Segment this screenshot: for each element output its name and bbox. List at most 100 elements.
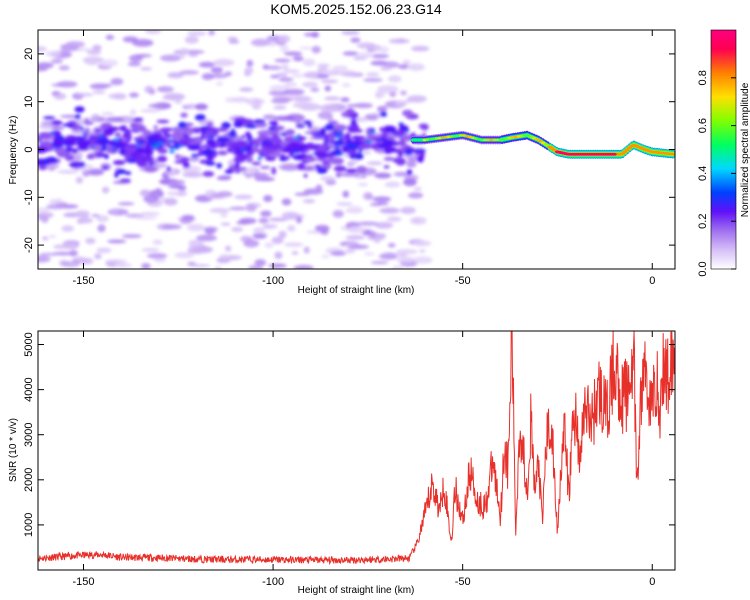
- spectrogram-blob: [146, 253, 168, 259]
- spectrogram-blob: [270, 74, 280, 79]
- spectrogram-blob: [143, 195, 159, 204]
- spectrogram-y-label: Frequency (Hz): [8, 116, 19, 185]
- spectrogram-blob: [234, 140, 248, 149]
- colorbar-ticks: 0.0 0.2 0.4 0.6 0.8: [697, 70, 736, 277]
- spectrogram-blob: [189, 264, 211, 268]
- spectrogram-blob: [285, 129, 296, 136]
- spectrogram-texture: [38, 30, 433, 269]
- spectrogram-blob: [350, 37, 361, 43]
- spectrogram-blob: [174, 252, 195, 259]
- spectrogram-blob: [316, 63, 330, 68]
- spectrogram-blob: [270, 98, 290, 104]
- spectrogram-blob: [95, 153, 107, 157]
- colorbar-tick-label: 0.4: [697, 166, 709, 181]
- spectrogram-blob: [403, 178, 417, 187]
- spectrogram-blob: [88, 144, 103, 151]
- spectrogram-blob: [74, 114, 81, 120]
- spectrogram-blob: [130, 151, 139, 159]
- spectrogram-blob: [271, 121, 278, 127]
- spectrogram-blob: [279, 157, 288, 162]
- spectrogram-blob: [379, 66, 392, 71]
- spectrogram-blob: [287, 224, 296, 232]
- spectrogram-blob: [141, 248, 160, 252]
- spectrogram-blob: [113, 137, 119, 141]
- spectrogram-blob: [311, 31, 320, 38]
- spectrogram-blob: [315, 184, 323, 191]
- spectrogram-blob: [144, 30, 162, 35]
- spectrogram-blob: [56, 134, 64, 141]
- spectrogram-ridge-cell: [624, 148, 630, 152]
- spectrogram-blob: [255, 122, 268, 128]
- spectrogram-blob: [320, 176, 336, 181]
- spectrogram-blob: [284, 69, 300, 73]
- spectrogram-blob: [96, 215, 109, 223]
- spectrogram-blob: [227, 36, 238, 41]
- spectrogram-blob: [388, 38, 410, 44]
- spectrogram-blob: [245, 97, 265, 106]
- spectrogram-blob: [114, 141, 122, 149]
- spectrogram-blob: [378, 253, 398, 260]
- spectrogram-blob: [405, 128, 410, 132]
- spectrogram-blob: [101, 112, 115, 116]
- spectrogram-blob: [317, 145, 327, 152]
- spectrogram-blob: [57, 169, 80, 174]
- spectrogram-blob: [156, 119, 170, 124]
- spectrogram-blob: [278, 230, 287, 239]
- spectrogram-blob: [265, 65, 282, 71]
- spectrogram-blob: [134, 140, 146, 144]
- spectrogram-blob: [399, 90, 407, 96]
- spectrogram-blob: [398, 150, 403, 158]
- spectrogram-blob: [190, 153, 199, 158]
- spectrogram-blob: [210, 73, 228, 79]
- spectrogram-blob: [105, 259, 127, 264]
- spectrogram-blob: [383, 165, 390, 169]
- spectrogram-blob: [244, 124, 258, 129]
- spectrogram-blob: [64, 154, 75, 162]
- spectrogram-blob: [341, 30, 360, 35]
- spectrogram-blob: [297, 163, 305, 170]
- spectrogram-blob: [382, 125, 397, 134]
- spectrogram-blob: [87, 168, 105, 176]
- figure-title: KOM5.2025.152.06.23.G14: [270, 1, 441, 17]
- spectrogram-blob: [338, 172, 360, 177]
- spectrogram-blob: [219, 254, 231, 260]
- spectrogram-blob: [387, 75, 402, 83]
- spectrogram-x-tick-label: -100: [262, 275, 284, 287]
- spectrogram-blob: [154, 188, 162, 195]
- spectrogram-blob: [53, 92, 67, 100]
- spectrogram-blob: [383, 156, 395, 161]
- spectrogram-blob: [94, 253, 102, 260]
- spectrogram-blob: [210, 193, 224, 198]
- spectrogram-blob: [327, 156, 336, 162]
- spectrogram-blob: [244, 66, 254, 75]
- spectrogram-blob: [411, 45, 430, 52]
- spectrogram-blob: [154, 144, 160, 148]
- spectrogram-blob: [281, 63, 289, 71]
- snr-y-tick-label: 4000: [23, 377, 35, 401]
- spectrogram-blob: [184, 129, 194, 136]
- spectrogram-blob: [379, 207, 400, 214]
- spectrogram-blob: [268, 263, 287, 268]
- spectrogram-blob: [168, 184, 187, 189]
- spectrogram-blob: [303, 246, 310, 254]
- spectrogram-blob: [91, 145, 96, 149]
- spectrogram-blob: [398, 122, 404, 127]
- spectrogram-blob: [395, 157, 406, 166]
- spectrogram-blob: [324, 85, 332, 92]
- spectrogram-blob: [142, 129, 152, 136]
- spectrogram-blob: [344, 248, 356, 254]
- spectrogram-blob: [219, 175, 232, 179]
- spectrogram-blob: [374, 222, 394, 229]
- spectrogram-blob: [262, 114, 276, 120]
- spectrogram-ridge-cell: [534, 138, 540, 141]
- spectrogram-blob: [243, 239, 260, 248]
- spectrogram-blob: [153, 125, 159, 129]
- spectrogram-blob: [49, 198, 57, 205]
- spectrogram-blob: [420, 217, 427, 225]
- spectrogram-blob: [342, 51, 359, 56]
- spectrogram-blob: [284, 82, 298, 87]
- spectrogram-blob: [76, 219, 84, 224]
- spectrogram-blob: [154, 257, 166, 263]
